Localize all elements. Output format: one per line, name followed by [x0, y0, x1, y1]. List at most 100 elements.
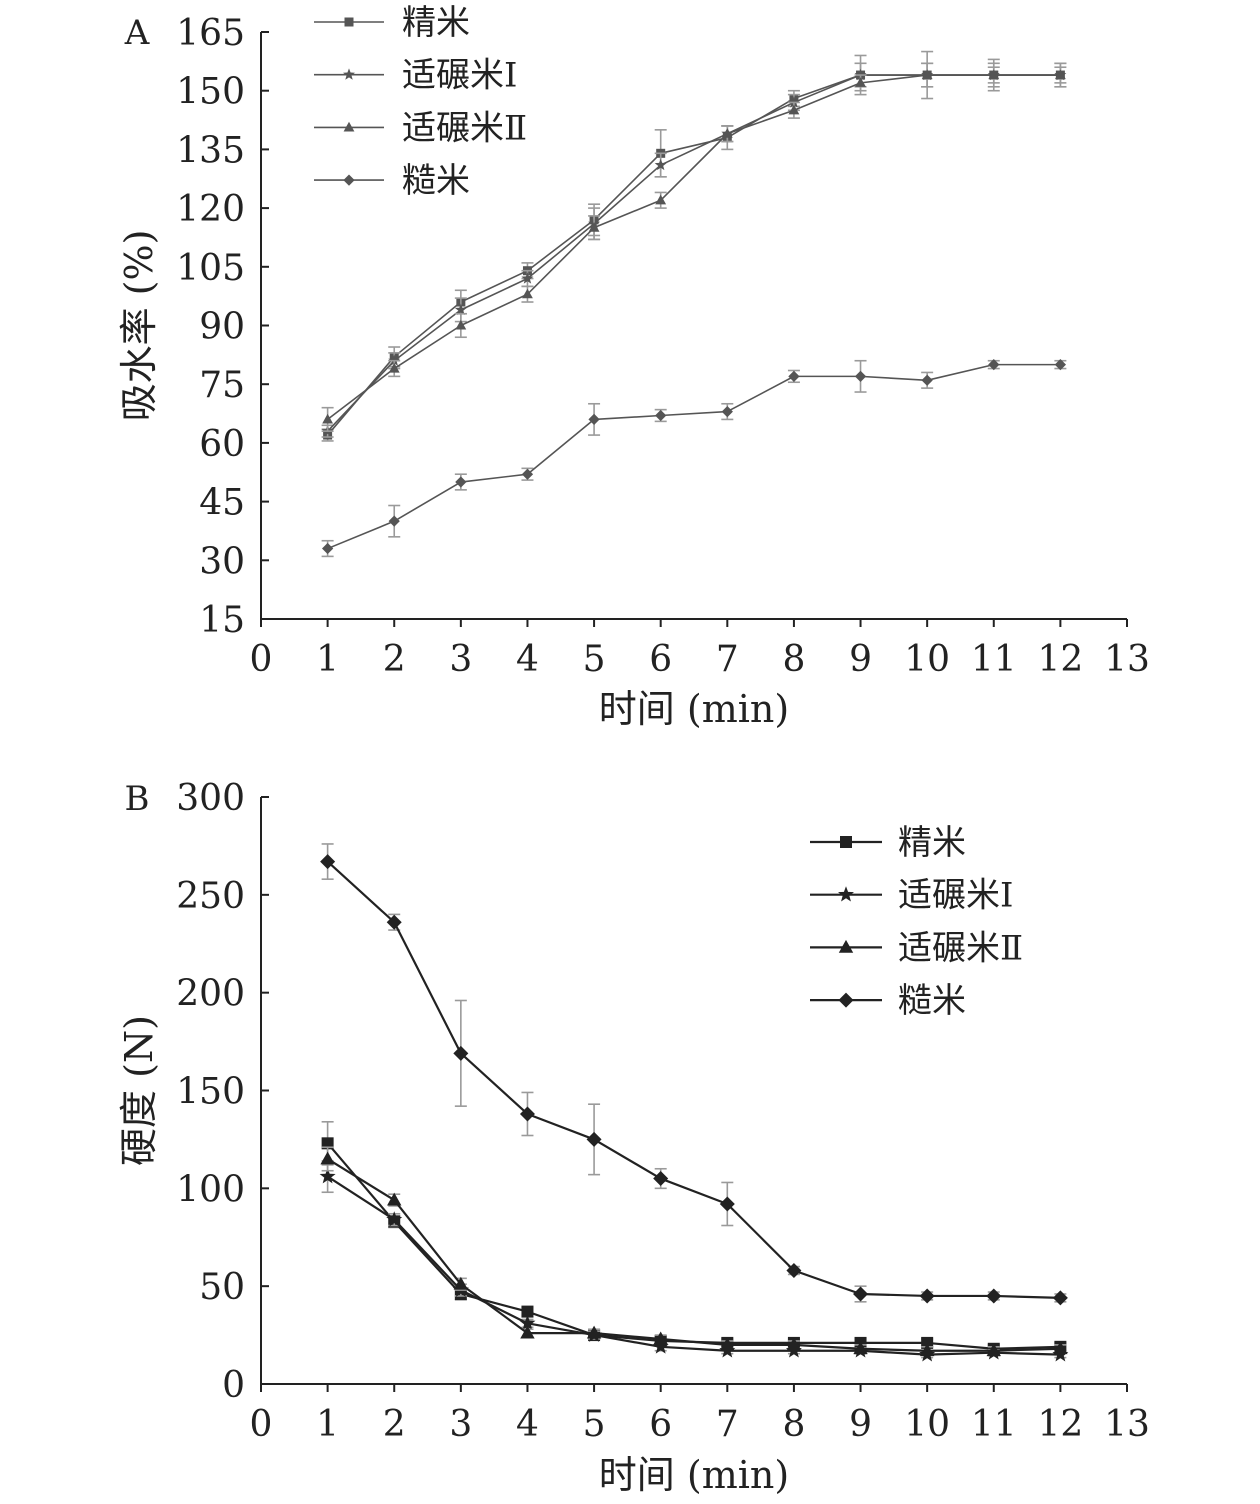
- series-square: [321, 1121, 1067, 1355]
- x-tick-label: 13: [1104, 1404, 1150, 1445]
- x-axis-title: 时间 (min): [599, 687, 789, 731]
- legend-marker-square: [840, 836, 852, 848]
- panel-label: B: [125, 779, 150, 819]
- legend-item: 精米: [314, 3, 470, 43]
- series-diamond: [321, 359, 1067, 558]
- x-tick-label: 12: [1037, 1404, 1083, 1445]
- legend-marker-square: [344, 17, 354, 27]
- panel-label: A: [124, 13, 150, 53]
- x-tick-label: 13: [1104, 639, 1150, 680]
- legend-item: 适碾米Ⅰ: [314, 56, 517, 96]
- data-point-diamond: [388, 515, 400, 527]
- legend-label: 适碾米Ⅰ: [402, 56, 517, 96]
- data-point-diamond: [455, 476, 467, 488]
- data-point-star: [654, 158, 667, 171]
- data-point-diamond: [1052, 1290, 1068, 1306]
- x-tick-label: 6: [649, 639, 672, 680]
- data-point-triangle: [788, 104, 800, 115]
- data-point-diamond: [321, 542, 334, 555]
- data-point-diamond: [521, 468, 534, 480]
- legend-marker-star: [838, 886, 854, 902]
- data-point-triangle: [1054, 69, 1066, 80]
- y-tick-label: 45: [199, 483, 245, 524]
- y-tick-label: 300: [176, 778, 245, 819]
- data-point-diamond: [519, 1106, 535, 1122]
- x-tick-label: 4: [516, 639, 539, 680]
- data-point-diamond: [921, 374, 933, 386]
- data-point-square: [321, 1137, 334, 1150]
- y-axis-title: 硬度 (N): [117, 1015, 161, 1166]
- x-tick-label: 8: [782, 639, 805, 680]
- legend-item: 精米: [810, 823, 966, 863]
- data-point-triangle: [855, 77, 866, 87]
- legend-marker-triangle: [838, 939, 854, 953]
- data-point-triangle: [520, 1325, 535, 1339]
- data-point-diamond: [655, 409, 667, 422]
- data-point-diamond: [854, 370, 867, 382]
- x-tick-label: 7: [716, 1404, 739, 1445]
- series-line: [327, 1175, 1061, 1356]
- legend-label: 糙米: [402, 161, 470, 201]
- y-tick-label: 250: [176, 876, 245, 917]
- x-tick-label: 7: [716, 639, 739, 680]
- data-point-diamond: [320, 854, 336, 870]
- series-triangle: [320, 1146, 1068, 1357]
- x-tick-label: 12: [1037, 639, 1083, 680]
- data-point-star: [652, 1338, 669, 1354]
- data-point-triangle: [921, 69, 933, 80]
- data-point-triangle: [320, 1151, 335, 1165]
- data-point-square: [921, 1336, 934, 1349]
- data-point-square: [521, 1305, 534, 1318]
- x-tick-label: 1: [316, 1404, 339, 1445]
- data-point-diamond: [853, 1286, 869, 1302]
- y-tick-label: 50: [199, 1267, 245, 1308]
- data-point-triangle: [653, 1331, 668, 1345]
- x-tick-label: 0: [250, 1404, 273, 1445]
- series-line: [326, 1142, 1061, 1350]
- data-point-star: [319, 1168, 336, 1184]
- x-tick-label: 9: [849, 1404, 872, 1445]
- data-point-star: [454, 303, 467, 315]
- legend-label: 适碾米Ⅱ: [898, 928, 1023, 968]
- data-point-triangle: [387, 1192, 402, 1206]
- y-tick-label: 200: [176, 974, 245, 1015]
- legend-label: 精米: [898, 823, 966, 863]
- legend-item: 适碾米Ⅱ: [810, 928, 1023, 968]
- y-tick-label: 150: [176, 1072, 245, 1113]
- y-tick-label: 15: [199, 600, 245, 641]
- legend-marker-diamond: [343, 174, 355, 186]
- data-point-star: [386, 1211, 403, 1227]
- data-point-triangle: [986, 1343, 1001, 1357]
- y-tick-label: 150: [176, 72, 245, 113]
- x-tick-label: 3: [449, 639, 472, 680]
- y-tick-label: 165: [176, 13, 245, 54]
- data-point-diamond: [586, 1131, 602, 1147]
- y-tick-label: 90: [199, 307, 245, 348]
- y-tick-label: 120: [176, 189, 245, 230]
- x-axis-title: 时间 (min): [599, 1453, 789, 1497]
- data-point-diamond: [788, 370, 800, 382]
- data-point-star: [519, 1314, 536, 1331]
- x-tick-label: 10: [904, 639, 950, 680]
- y-tick-label: 30: [199, 541, 245, 582]
- data-point-triangle: [919, 1343, 935, 1357]
- data-point-triangle: [522, 288, 533, 299]
- y-tick-label: 75: [199, 365, 245, 406]
- x-tick-label: 5: [583, 639, 606, 680]
- series-diamond: [320, 843, 1068, 1306]
- data-point-diamond: [1054, 359, 1067, 371]
- legend-label: 精米: [402, 3, 470, 43]
- x-tick-label: 3: [449, 1404, 472, 1445]
- data-point-triangle: [853, 1341, 868, 1355]
- data-point-diamond: [588, 413, 600, 426]
- x-tick-label: 11: [971, 1404, 1017, 1445]
- data-point-star: [521, 272, 534, 284]
- series-triangle: [321, 62, 1067, 432]
- x-tick-label: 2: [383, 1404, 406, 1445]
- legend-label: 糙米: [898, 981, 966, 1021]
- x-tick-label: 2: [383, 639, 406, 680]
